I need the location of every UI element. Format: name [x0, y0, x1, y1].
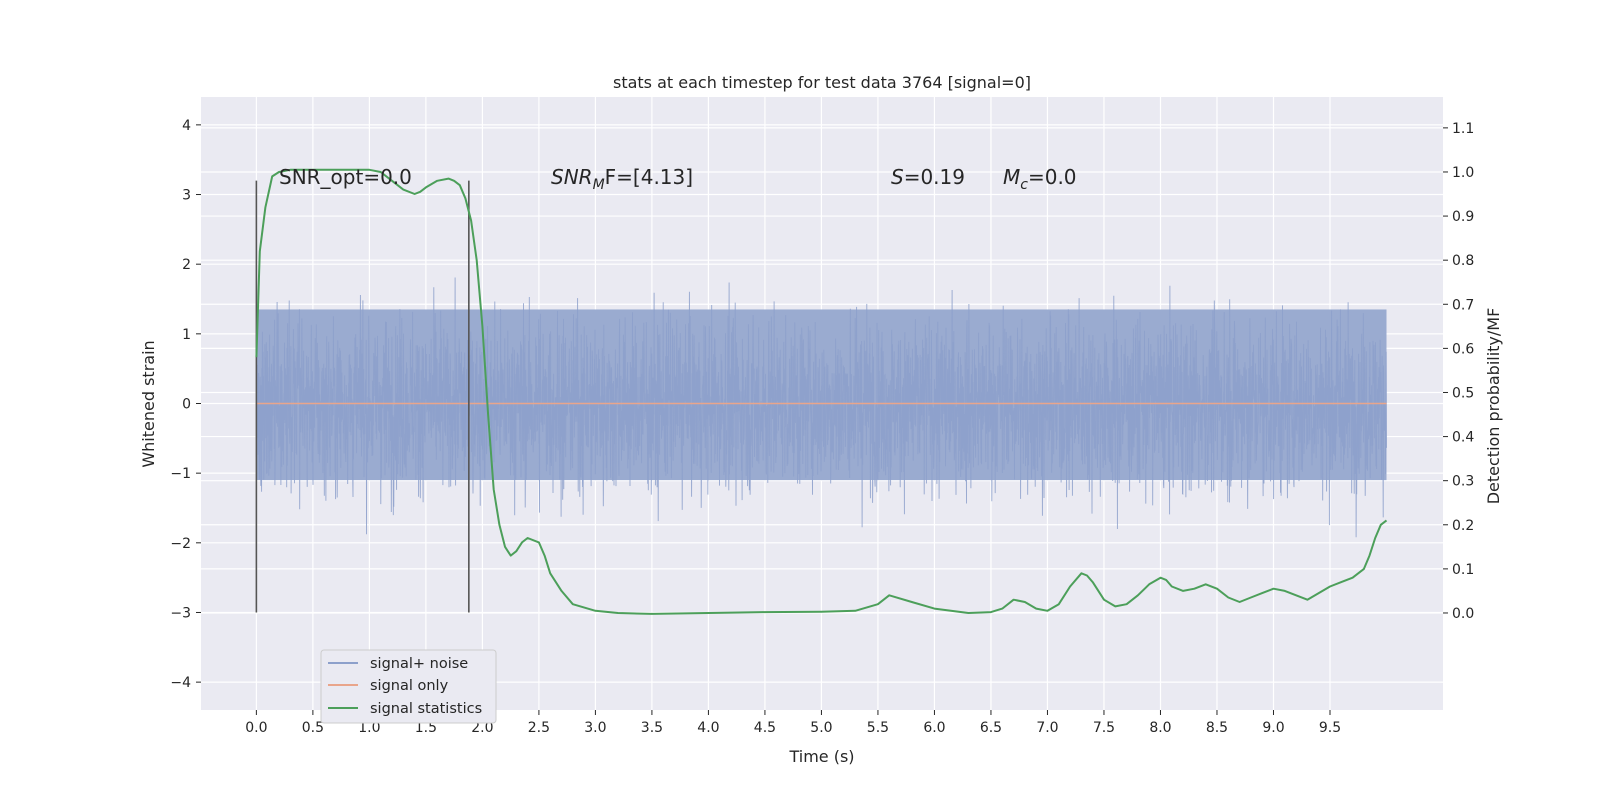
- statistics-curve: [255, 168, 1388, 615]
- y-left-tick-label: 3: [182, 188, 191, 204]
- legend-label-signal-only: signal only: [370, 678, 449, 694]
- x-axis-label: Time (s): [788, 747, 854, 766]
- annotation-s: S=0.19: [891, 165, 965, 189]
- annotation-s-rest: =0.19: [904, 165, 965, 189]
- y-right-axis-label: Detection probability/MF: [1484, 308, 1503, 505]
- x-tick-label: 9.5: [1319, 720, 1341, 736]
- x-tick-label: 0.0: [245, 720, 267, 736]
- x-tick-label: 4.5: [754, 720, 776, 736]
- legend: signal+ noise signal only signal statist…: [320, 649, 497, 724]
- x-tick-label: 5.0: [810, 720, 832, 736]
- y-right-tick-label: 0.3: [1452, 474, 1474, 490]
- y-right-tick-label: 0.6: [1452, 341, 1474, 357]
- y-right-tick-label: 1.1: [1452, 121, 1474, 137]
- chart-title: stats at each timestep for test data 376…: [613, 73, 1031, 92]
- y-right-tick-label: 0.7: [1452, 297, 1474, 313]
- annotation-s-main: S: [891, 165, 904, 189]
- x-tick-label: 1.0: [358, 720, 380, 736]
- y-left-axis-ticks: 4 3 2 1 0 −1 −2 −3 −4: [170, 118, 201, 691]
- x-tick-label: 6.5: [980, 720, 1002, 736]
- y-right-tick-label: 0.9: [1452, 209, 1474, 225]
- noise-trace: [255, 277, 1387, 538]
- y-right-tick-label: 1.0: [1452, 165, 1474, 181]
- x-tick-label: 3.0: [584, 720, 606, 736]
- annotation-mc-sub: c: [1020, 177, 1028, 193]
- annotation-snr-opt: SNR_opt=0.0: [279, 165, 412, 189]
- y-left-tick-label: −4: [170, 675, 191, 691]
- y-left-axis-label: Whitened strain: [139, 340, 158, 467]
- y-left-tick-label: −1: [170, 466, 191, 482]
- signal-statistics-series: [255, 168, 1388, 615]
- legend-label-noise: signal+ noise: [370, 656, 468, 672]
- x-tick-label: 2.0: [471, 720, 493, 736]
- y-left-tick-label: −2: [170, 536, 191, 552]
- y-right-tick-label: 0.1: [1452, 562, 1474, 578]
- x-tick-label: 3.5: [641, 720, 663, 736]
- y-left-tick-label: 1: [182, 327, 191, 343]
- y-right-tick-label: 0.8: [1452, 253, 1474, 269]
- x-tick-label: 9.0: [1262, 720, 1284, 736]
- y-left-tick-label: 2: [182, 257, 191, 273]
- x-tick-label: 8.0: [1149, 720, 1171, 736]
- annotation-snr-mf: SNRMF=[4.13]: [551, 165, 693, 193]
- annotation-snr-mf-main: SNR: [551, 165, 593, 189]
- noise-series: [255, 277, 1387, 538]
- y-right-tick-label: 0.5: [1452, 385, 1474, 401]
- y-left-tick-label: 0: [182, 397, 191, 413]
- x-tick-label: 4.0: [697, 720, 719, 736]
- x-tick-label: 2.5: [528, 720, 550, 736]
- annotation-mc-rest: =0.0: [1028, 165, 1077, 189]
- legend-label-statistics: signal statistics: [370, 701, 482, 717]
- y-right-tick-label: 0.0: [1452, 606, 1474, 622]
- legend-box: [320, 649, 497, 724]
- x-tick-label: 1.5: [415, 720, 437, 736]
- x-tick-label: 0.5: [302, 720, 324, 736]
- y-right-tick-label: 0.4: [1452, 430, 1474, 446]
- annotation-mc-main: M: [1003, 165, 1020, 189]
- x-tick-label: 6.0: [923, 720, 945, 736]
- annotation-snr-mf-rest: F=[4.13]: [605, 165, 693, 189]
- marker-lines: [255, 180, 470, 613]
- y-left-tick-label: 4: [182, 118, 191, 134]
- x-axis-ticks: 0.0 0.5 1.0 1.5 2.0 2.5 3.0 3.5 4.0 4.5 5.0 5.5 6.0 6…: [245, 710, 1341, 736]
- y-right-tick-label: 0.2: [1452, 518, 1474, 534]
- y-left-tick-label: −3: [170, 605, 191, 621]
- y-right-axis-ticks: 1.1 1.0 0.9 0.8 0.7 0.6 0.5 0.4 0.3 0.2 0.1 0.0: [1443, 121, 1474, 622]
- x-tick-label: 7.5: [1093, 720, 1115, 736]
- annotation-mc: Mc=0.0: [1003, 165, 1077, 193]
- x-tick-label: 7.0: [1036, 720, 1058, 736]
- annotation-snr-mf-sub: M: [593, 177, 605, 193]
- x-tick-label: 8.5: [1206, 720, 1228, 736]
- x-tick-label: 5.5: [867, 720, 889, 736]
